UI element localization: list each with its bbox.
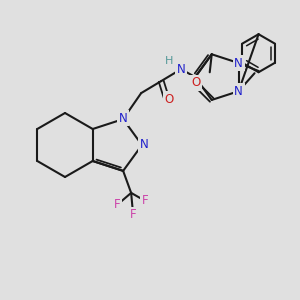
Text: N: N [234,85,243,98]
Text: F: F [142,194,148,207]
Text: F: F [114,198,121,212]
Text: N: N [177,63,185,76]
Text: N: N [140,139,148,152]
Text: H: H [165,56,173,66]
Text: N: N [234,56,243,70]
Text: N: N [119,112,128,124]
Text: O: O [164,93,174,106]
Text: O: O [191,76,200,89]
Text: F: F [130,208,136,221]
